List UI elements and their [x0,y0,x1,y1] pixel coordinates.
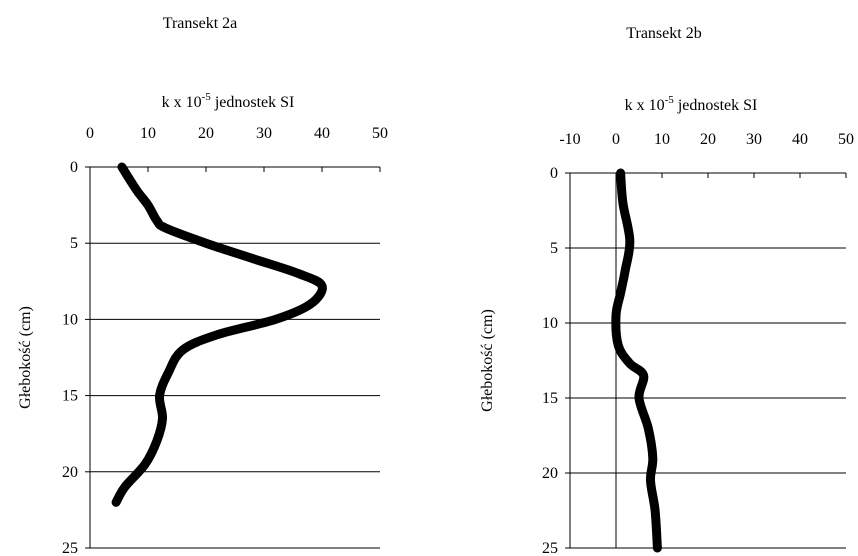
y-tick-label: 0 [70,159,78,176]
y-tick-label: 25 [542,540,558,556]
x-tick-label: 0 [86,125,94,142]
x-tick-label: 30 [256,125,272,142]
y-axis-label: Głebokość (cm) [479,309,496,412]
y-tick-label: 15 [542,390,558,407]
y-tick-label: 0 [550,165,558,182]
series-line-0 [111,162,327,507]
series-line-0 [611,168,662,553]
y-tick-label: 15 [62,388,78,405]
x-tick-label: 0 [612,131,620,148]
x-axis-label: k x 10-5 jednostek SI [162,91,295,111]
y-tick-label: 20 [542,465,558,482]
x-axis-label-exponent: -5 [665,94,675,106]
x-axis-label-units: jednostek SI [211,94,295,111]
x-tick-label: -10 [559,131,580,148]
x-tick-label: 20 [198,125,214,142]
y-axis-label: Głebokość (cm) [17,306,34,409]
y-tick-label: 25 [62,540,78,556]
x-axis-label-exponent: -5 [202,91,212,103]
x-tick-label: 40 [314,125,330,142]
x-tick-label: 10 [654,131,670,148]
y-tick-label: 5 [550,240,558,257]
x-axis-label-text: k x 10 [625,97,665,114]
y-tick-label: 10 [62,311,78,328]
x-tick-label: 50 [372,125,388,142]
y-tick-label: 20 [62,464,78,481]
x-axis-label-units: jednostek SI [674,97,758,114]
x-axis-label: k x 10-5 jednostek SI [625,94,758,114]
x-tick-label: 50 [838,131,854,148]
chart-transekt-2b: Transekt 2b k x 10-5 jednostek SI Głebokoś… [479,25,854,556]
chart-transekt-2a: Transekt 2a k x 10-5 jednostek SI Głebokoś… [17,15,388,556]
x-tick-label: 40 [792,131,808,148]
x-tick-label: 10 [140,125,156,142]
x-axis-label-text: k x 10 [162,94,202,111]
chart-title: Transekt 2b [626,25,701,42]
y-tick-label: 5 [70,235,78,252]
x-tick-label: 20 [700,131,716,148]
y-tick-label: 10 [542,315,558,332]
chart-title: Transekt 2a [163,15,238,32]
x-tick-label: 30 [746,131,762,148]
